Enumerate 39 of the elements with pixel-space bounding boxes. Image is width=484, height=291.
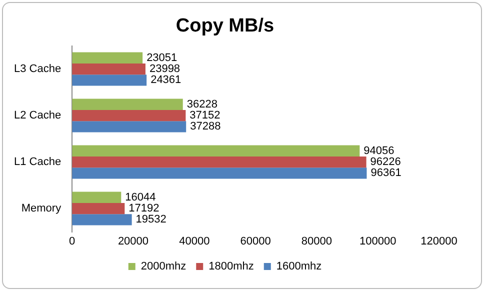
data-label: 24361: [150, 74, 182, 86]
x-tick-label: 80000: [301, 235, 332, 248]
data-label: 17192: [128, 202, 160, 215]
data-label: 37288: [190, 120, 221, 133]
data-label: 23998: [149, 63, 180, 76]
data-label: 94056: [364, 144, 394, 157]
bar: [72, 192, 122, 203]
legend-label: 1800mhz: [208, 260, 254, 273]
data-label: 37152: [190, 110, 220, 122]
legend-label: 1600mhz: [276, 260, 322, 273]
bar: [72, 156, 366, 168]
x-tick-label: 100000: [359, 235, 396, 248]
chart-title: Copy MB/s: [176, 16, 274, 37]
bar: [72, 63, 146, 75]
y-tick-label: Memory: [21, 202, 62, 215]
y-tick-label: L2 Cache: [14, 110, 62, 122]
x-tick-label: 0: [69, 235, 76, 248]
data-label: 96361: [370, 167, 402, 180]
legend-label: 2000mhz: [140, 260, 186, 273]
bar: [72, 145, 360, 156]
bar: [72, 168, 367, 179]
bar: [72, 202, 125, 214]
bar: [72, 98, 183, 110]
bar: [72, 110, 186, 122]
x-tick-label: 120000: [420, 235, 458, 248]
bar: [72, 121, 186, 132]
y-tick-label: L3 Cache: [14, 63, 62, 76]
data-label: 23051: [146, 52, 178, 64]
data-label: 96226: [370, 156, 401, 168]
bar: [72, 52, 143, 64]
data-label: 19532: [136, 214, 166, 226]
bar: [72, 74, 147, 86]
data-label: 36228: [186, 98, 218, 110]
x-tick-label: 20000: [118, 235, 149, 248]
x-tick-label: 60000: [240, 235, 271, 248]
y-tick-label: L1 Cache: [14, 156, 62, 168]
bar: [72, 214, 132, 226]
data-label: 16044: [125, 191, 156, 204]
x-tick-label: 40000: [179, 235, 210, 248]
